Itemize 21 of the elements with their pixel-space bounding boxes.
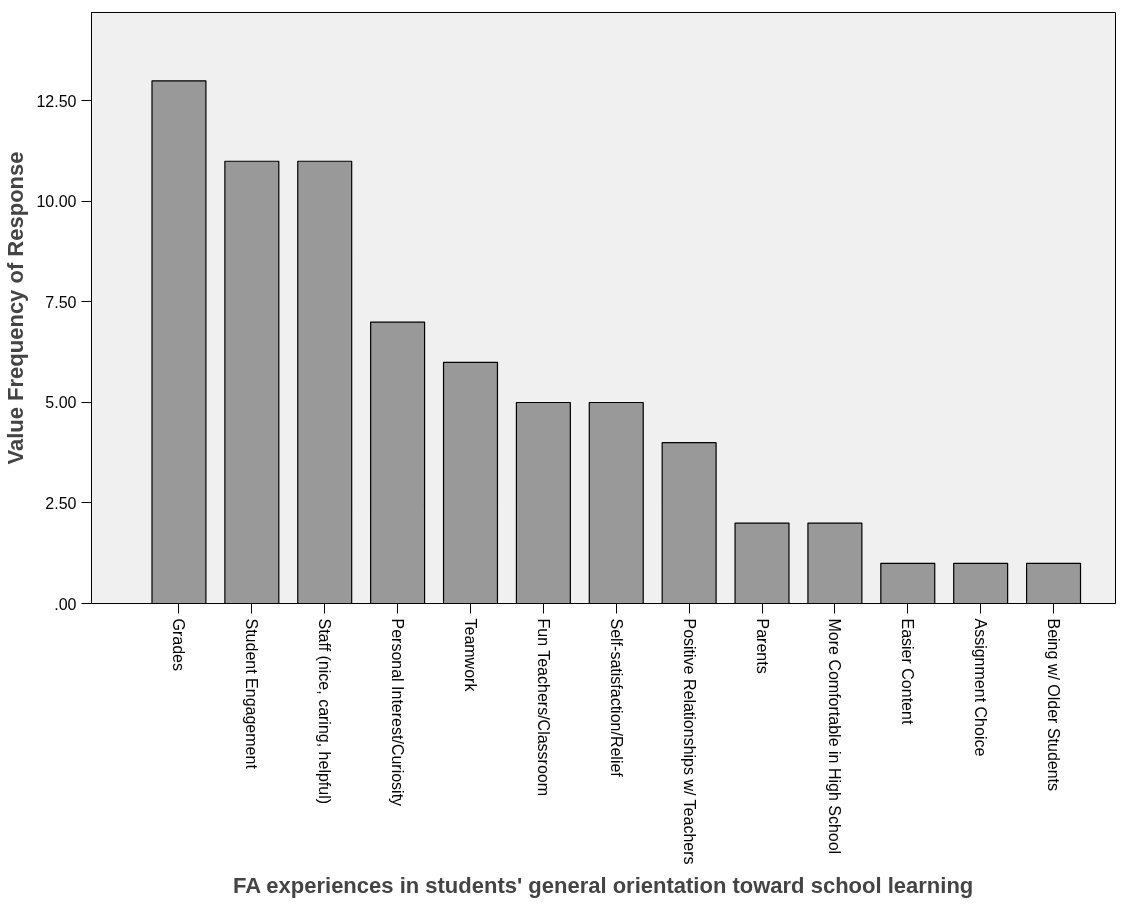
- x-axis-title: FA experiences in students' general orientation toward school learning: [232, 872, 974, 898]
- x-tick-label: Easier Content: [899, 618, 917, 725]
- x-tick-label: Personal Interest/Curiosity: [389, 618, 407, 807]
- x-tick-label: Positive Relationships w/ Teachers: [680, 618, 698, 865]
- x-tick-label: Self-satisfaction/Relief: [607, 618, 625, 778]
- y-tick-label: 2.50: [45, 494, 77, 512]
- x-tick-label: Staff (nice, caring, helpful): [316, 618, 334, 805]
- x-tick-label: Fun Teachers/Classroom: [534, 618, 552, 797]
- x-tick-label: Parents: [753, 618, 771, 674]
- y-tick-label: 5.00: [45, 394, 77, 412]
- y-tick-label: 12.50: [36, 92, 77, 110]
- y-axis-title: Value Frequency of Response: [3, 151, 29, 465]
- y-tick-label: 10.00: [36, 193, 77, 211]
- x-tick-label: Being w/ Older Students: [1045, 618, 1063, 792]
- y-tick-label: 7.50: [45, 293, 77, 311]
- x-tick-label: Teamwork: [461, 618, 479, 693]
- x-tick-label: More Comfortable in High School: [826, 618, 844, 855]
- x-tick-label: Student Engagement: [243, 618, 261, 770]
- y-tick-label: .00: [54, 595, 77, 613]
- x-tick-label: Grades: [170, 618, 188, 671]
- x-tick-label: Assignment Choice: [972, 618, 990, 757]
